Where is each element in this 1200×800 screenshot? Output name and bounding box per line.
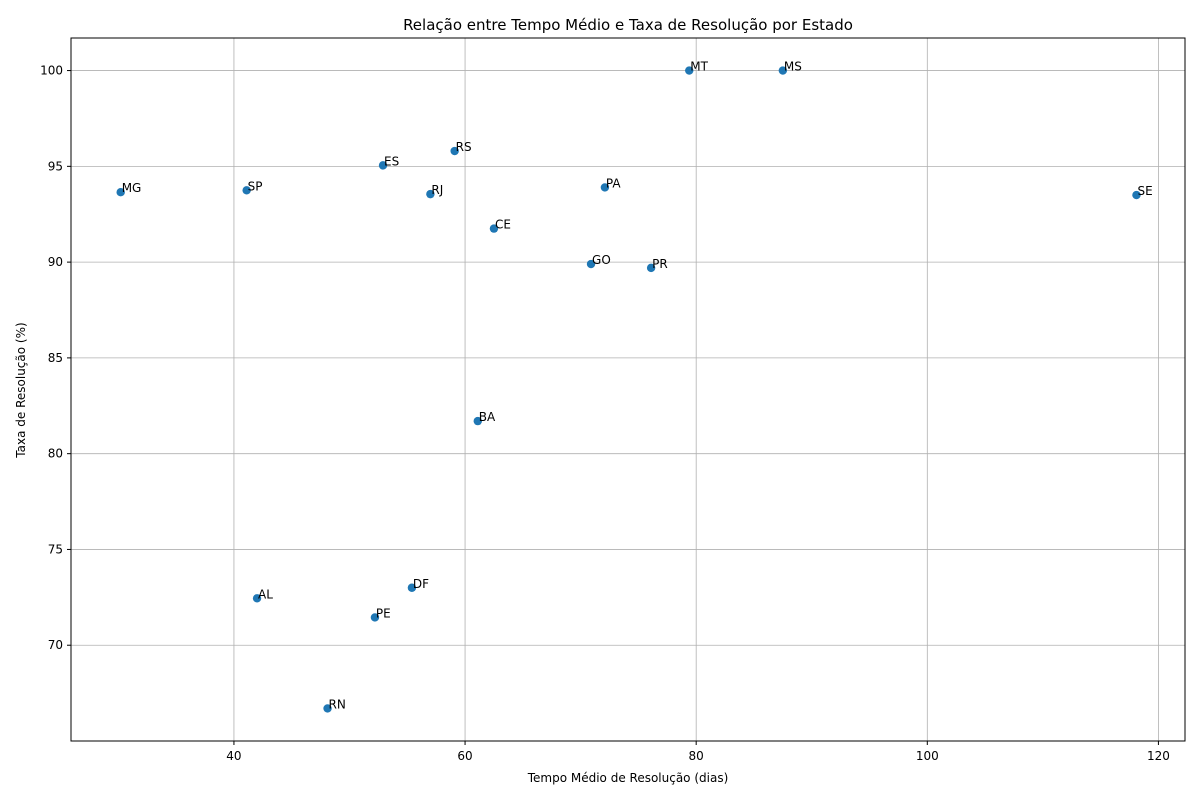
data-point [116,188,125,197]
data-point [489,224,499,233]
x-tick-label: 80 [689,749,704,763]
grid [71,38,1185,741]
point-label: RN [329,697,346,711]
point-label: SP [248,179,263,193]
y-tick-label: 90 [48,255,63,269]
data-point [778,66,788,75]
x-axis-label: Tempo Médio de Resolução (dias) [527,771,729,785]
plot-area-frame [70,37,1186,742]
point-label: CE [495,218,511,232]
point-label: SE [1137,184,1152,198]
data-point [473,416,482,426]
point-label: PR [652,257,668,271]
data-point [685,66,694,75]
y-tick-label: 95 [48,159,63,173]
y-tick-label: 80 [48,447,63,461]
point-label: RS [456,140,472,154]
chart-title: Relação entre Tempo Médio e Taxa de Reso… [403,16,853,34]
data-point [407,583,417,592]
y-tick-label: 85 [48,351,63,365]
data-point [646,263,656,273]
x-tick-label: 100 [916,749,939,763]
point-label: DF [413,577,429,591]
data-point [242,186,251,195]
point-label: BA [479,410,496,424]
data-point [426,189,435,199]
data-point [323,704,332,713]
point-label: MT [690,60,708,74]
data-point [600,183,610,192]
data-point [586,259,596,269]
y-tick-label: 70 [48,638,63,652]
point-label: RJ [431,183,443,197]
point-label: ES [384,154,399,168]
point-label: MG [122,181,142,195]
data-point [1132,190,1141,200]
data-point [450,146,459,156]
x-tick-label: 60 [457,749,472,763]
axis-ticks: 40 60 80 100 120 70 75 80 85 90 95 100 [40,64,1170,763]
y-tick-label: 75 [48,542,63,556]
data-point [252,594,262,603]
point-label: GO [592,253,611,267]
data-point [378,161,388,170]
point-label: MS [784,60,802,74]
x-tick-label: 40 [226,749,241,763]
y-tick-label: 100 [40,64,63,78]
point-label: PE [376,606,391,620]
point-label: AL [258,587,273,601]
y-axis-label: Taxa de Resolução (%) [14,322,28,458]
data-points [116,66,1141,713]
data-point [370,613,380,622]
x-tick-label: 120 [1147,749,1170,763]
point-labels: MG SP AL RN PE ES DF RJ RS BA CE GO PA PR MT MS SE [122,60,1153,712]
point-label: PA [606,176,621,190]
